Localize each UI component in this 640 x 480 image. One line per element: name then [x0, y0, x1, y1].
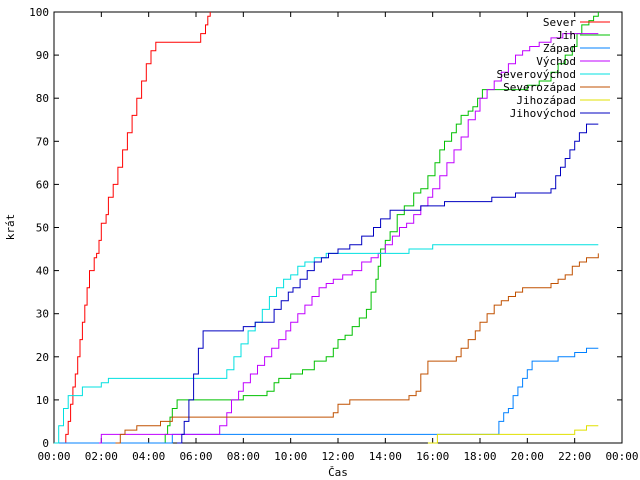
- legend-label-5: Severozápad: [503, 81, 576, 94]
- x-tick-label: 06:00: [179, 450, 212, 463]
- legend-label-1: Jih: [556, 29, 576, 42]
- series-line-2: [54, 347, 599, 444]
- series-line-0: [64, 12, 211, 444]
- legend-label-4: Severovýchod: [497, 68, 576, 81]
- y-tick-label: 60: [36, 178, 49, 191]
- series-lines: [54, 12, 599, 444]
- series-line-1: [162, 12, 599, 444]
- y-tick-label: 40: [36, 265, 49, 278]
- y-tick-label: 30: [36, 308, 49, 321]
- series-line-6: [427, 425, 599, 444]
- legend-label-3: Východ: [536, 55, 576, 68]
- x-tick-label: 20:00: [511, 450, 544, 463]
- y-tick-label: 70: [36, 135, 49, 148]
- x-tick-label: 08:00: [227, 450, 260, 463]
- series-line-7: [177, 123, 599, 444]
- x-tick-label: 00:00: [37, 450, 70, 463]
- x-tick-label: 02:00: [85, 450, 118, 463]
- legend-label-0: Sever: [543, 16, 576, 29]
- x-tick-label: 18:00: [463, 450, 496, 463]
- x-tick-label: 04:00: [132, 450, 165, 463]
- axis-ticks: 0 10 20 30 40 50 60 70 80 90 100 00:00 02:00 04:00 06:…: [29, 6, 638, 463]
- x-tick-label: 00:00: [605, 450, 638, 463]
- x-tick-label: 22:00: [558, 450, 591, 463]
- x-tick-label: 14:00: [369, 450, 402, 463]
- x-axis-label: Čas: [328, 466, 348, 479]
- series-line-5: [115, 253, 599, 444]
- y-tick-label: 20: [36, 351, 49, 364]
- legend-label-2: Západ: [543, 42, 576, 55]
- x-tick-label: 10:00: [274, 450, 307, 463]
- series-line-4: [54, 244, 599, 444]
- legend-label-7: Jihovýchod: [510, 107, 576, 120]
- legend-label-6: Jihozápad: [516, 94, 576, 107]
- y-tick-label: 0: [42, 437, 49, 450]
- y-tick-label: 50: [36, 222, 49, 235]
- x-tick-label: 16:00: [416, 450, 449, 463]
- legend: SeverJihZápadVýchodSeverovýchodSeverozáp…: [497, 16, 610, 120]
- y-tick-label: 10: [36, 394, 49, 407]
- y-tick-label: 90: [36, 49, 49, 62]
- y-tick-label: 80: [36, 92, 49, 105]
- y-tick-label: 100: [29, 6, 49, 19]
- x-tick-label: 12:00: [321, 450, 354, 463]
- y-axis-label: krát: [4, 214, 17, 241]
